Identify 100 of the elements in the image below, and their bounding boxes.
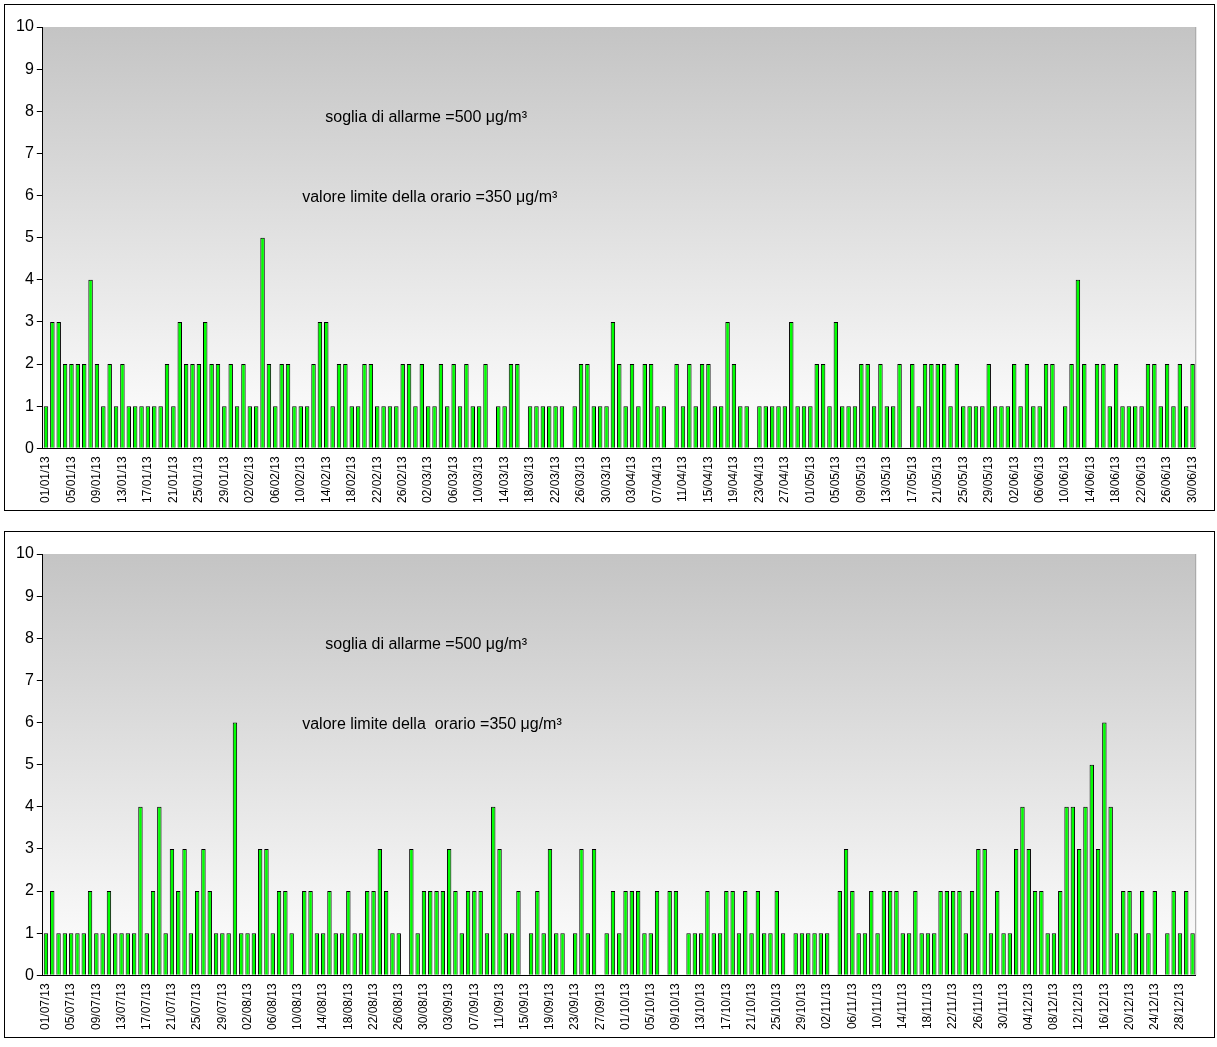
x-tick-label: 10/11/13	[869, 982, 884, 1030]
y-tick-label: 5	[24, 228, 34, 246]
x-tick-label: 14/06/13	[1082, 455, 1097, 504]
x-tick-label: 20/12/13	[1121, 982, 1136, 1031]
x-tick-label: 14/08/13	[315, 982, 330, 1031]
x-tick-label: 21/01/13	[165, 455, 180, 504]
x-tick-label: 13/10/13	[693, 982, 708, 1031]
x-tick-label: 10/06/13	[1057, 455, 1072, 504]
x-tick-label: 01/01/13	[38, 455, 53, 504]
x-tick-label: 22/11/13	[945, 982, 960, 1030]
x-tick-label: 26/08/13	[391, 982, 406, 1031]
x-tick-label: 25/01/13	[191, 455, 206, 504]
x-tick-label: 06/08/13	[265, 982, 280, 1031]
x-tick-label: 27/09/13	[592, 982, 607, 1031]
x-tick-label: 13/05/13	[879, 455, 894, 504]
x-tick-label: 01/05/13	[802, 455, 817, 504]
x-tick-label: 25/07/13	[189, 982, 204, 1031]
x-tick-label: 09/01/13	[89, 455, 104, 504]
y-tick-label: 0	[24, 965, 34, 983]
x-tick-label: 17/05/13	[904, 455, 919, 504]
x-tick-label: 23/09/13	[567, 982, 582, 1031]
y-tick-label: 9	[24, 59, 34, 77]
y-tick-label: 10	[16, 544, 34, 562]
x-tick-label: 24/12/13	[1147, 982, 1162, 1031]
x-tick-label: 18/02/13	[344, 455, 359, 504]
x-tick-label: 18/08/13	[340, 982, 355, 1031]
x-tick-label: 12/12/13	[1071, 982, 1086, 1031]
x-tick-label: 03/09/13	[441, 982, 456, 1031]
x-tick-label: 30/06/13	[1184, 455, 1199, 504]
x-tick-label: 14/11/13	[895, 982, 910, 1030]
x-tick-label: 17/10/13	[718, 982, 733, 1031]
x-tick-label: 22/08/13	[365, 982, 380, 1031]
y-tick-label: 3	[24, 839, 34, 857]
x-tick-label: 11/04/13	[675, 455, 690, 503]
y-tick-label: 9	[24, 586, 34, 604]
x-tick-label: 08/12/13	[1046, 982, 1061, 1031]
y-tick-label: 2	[24, 881, 34, 899]
x-tick-label: 03/04/13	[624, 455, 639, 504]
x-tick-label: 19/09/13	[542, 982, 557, 1031]
x-tick-label: 14/02/13	[318, 455, 333, 504]
x-tick-label: 02/06/13	[1006, 455, 1021, 504]
x-tick-label: 30/11/13	[995, 982, 1010, 1030]
x-tick-label: 25/05/13	[955, 455, 970, 504]
y-tick-label: 7	[24, 670, 34, 688]
y-tick-label: 8	[24, 101, 34, 119]
x-tick-label: 01/10/13	[617, 982, 632, 1031]
x-tick-label: 06/06/13	[1032, 455, 1046, 504]
y-tick-label: 1	[24, 396, 34, 414]
x-tick-label: 18/11/13	[920, 982, 935, 1030]
x-tick-label: 30/03/13	[598, 455, 613, 504]
x-tick-label: 02/03/13	[420, 455, 435, 504]
y-tick-label: 2	[24, 354, 34, 372]
x-tick-label: 05/01/13	[63, 455, 78, 504]
annotation: valore limite della orario =350 μg/m³	[302, 715, 563, 733]
x-tick-label: 06/02/13	[267, 455, 282, 504]
x-tick-label: 28/12/13	[1172, 982, 1187, 1031]
x-tick-label: 13/01/13	[114, 455, 129, 504]
x-tick-label: 22/02/13	[369, 455, 384, 504]
x-tick-label: 25/10/13	[769, 982, 784, 1031]
x-tick-label: 09/10/13	[668, 982, 683, 1031]
x-tick-label: 05/05/13	[828, 455, 843, 504]
x-tick-label: 26/03/13	[573, 455, 588, 504]
x-tick-label: 18/03/13	[522, 455, 537, 504]
x-tick-label: 11/09/13	[491, 982, 506, 1030]
y-tick-label: 1	[24, 923, 34, 941]
y-tick-label: 0	[24, 438, 34, 456]
x-tick-label: 29/01/13	[216, 455, 231, 504]
x-tick-label: 07/04/13	[649, 455, 664, 504]
x-tick-label: 14/03/13	[496, 455, 511, 504]
y-tick-label: 6	[24, 185, 34, 203]
x-tick-label: 10/08/13	[290, 982, 305, 1031]
x-tick-label: 22/06/13	[1133, 455, 1148, 504]
x-tick-label: 29/05/13	[981, 455, 996, 504]
x-tick-label: 19/04/13	[726, 455, 741, 504]
y-tick-label: 8	[24, 628, 34, 646]
x-tick-label: 21/10/13	[743, 982, 758, 1031]
x-tick-label: 17/01/13	[140, 455, 155, 504]
annotation: valore limite della orario =350 μg/m³	[302, 188, 558, 206]
x-tick-label: 09/05/13	[853, 455, 868, 504]
x-tick-label: 15/04/13	[700, 455, 715, 504]
y-tick-label: 6	[24, 712, 34, 730]
x-tick-label: 05/10/13	[643, 982, 658, 1031]
x-tick-label: 01/07/13	[38, 982, 53, 1031]
x-tick-label: 02/02/13	[242, 455, 257, 504]
x-tick-label: 18/06/13	[1108, 455, 1123, 504]
x-tick-label: 15/09/13	[517, 982, 532, 1031]
y-tick-label: 3	[24, 312, 34, 330]
x-tick-label: 26/11/13	[970, 982, 985, 1030]
y-tick-label: 7	[24, 143, 34, 161]
x-tick-label: 17/07/13	[139, 982, 154, 1031]
y-tick-label: 4	[24, 797, 34, 815]
y-tick-label: 10	[16, 17, 34, 35]
x-tick-label: 10/02/13	[293, 455, 308, 504]
x-tick-label: 06/11/13	[844, 982, 859, 1030]
x-tick-label: 21/05/13	[930, 455, 945, 504]
x-tick-label: 06/03/13	[445, 455, 460, 504]
y-tick-label: 5	[24, 755, 34, 773]
annotation: soglia di allarme =500 μg/m³	[325, 107, 528, 125]
x-tick-label: 02/08/13	[239, 982, 254, 1031]
x-tick-label: 05/07/13	[63, 982, 78, 1031]
